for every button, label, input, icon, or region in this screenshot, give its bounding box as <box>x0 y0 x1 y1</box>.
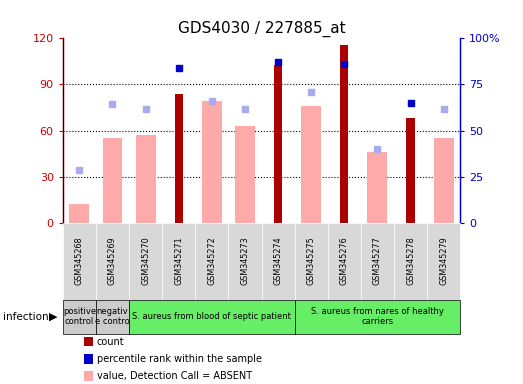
Bar <box>406 118 415 223</box>
Bar <box>103 138 122 223</box>
Text: S. aureus from blood of septic patient: S. aureus from blood of septic patient <box>132 312 291 321</box>
Text: GSM345274: GSM345274 <box>274 237 282 285</box>
Text: GSM345278: GSM345278 <box>406 237 415 285</box>
Bar <box>202 101 222 223</box>
Text: GSM345277: GSM345277 <box>373 237 382 285</box>
Text: GSM345276: GSM345276 <box>340 237 349 285</box>
Bar <box>301 106 321 223</box>
Bar <box>70 204 89 223</box>
Text: GSM345268: GSM345268 <box>75 237 84 285</box>
Text: infection: infection <box>3 312 48 322</box>
Bar <box>274 65 282 223</box>
Bar <box>175 94 183 223</box>
Text: positive
control: positive control <box>63 307 96 326</box>
Text: percentile rank within the sample: percentile rank within the sample <box>97 354 262 364</box>
Text: GSM345269: GSM345269 <box>108 237 117 285</box>
Text: S. aureus from nares of healthy
carriers: S. aureus from nares of healthy carriers <box>311 307 444 326</box>
Bar <box>340 45 348 223</box>
Bar <box>368 152 388 223</box>
Text: value, Detection Call = ABSENT: value, Detection Call = ABSENT <box>97 371 252 381</box>
Title: GDS4030 / 227885_at: GDS4030 / 227885_at <box>178 21 345 37</box>
Text: negativ
e contro: negativ e contro <box>95 307 130 326</box>
Text: GSM345273: GSM345273 <box>241 237 249 285</box>
Text: ▶: ▶ <box>49 312 58 322</box>
Text: GSM345272: GSM345272 <box>207 237 217 285</box>
Text: GSM345270: GSM345270 <box>141 237 150 285</box>
Text: count: count <box>97 337 124 347</box>
Text: GSM345271: GSM345271 <box>174 237 183 285</box>
Text: GSM345279: GSM345279 <box>439 237 448 285</box>
Bar <box>434 138 453 223</box>
Bar <box>235 126 255 223</box>
Bar <box>135 135 155 223</box>
Text: GSM345275: GSM345275 <box>306 237 316 285</box>
